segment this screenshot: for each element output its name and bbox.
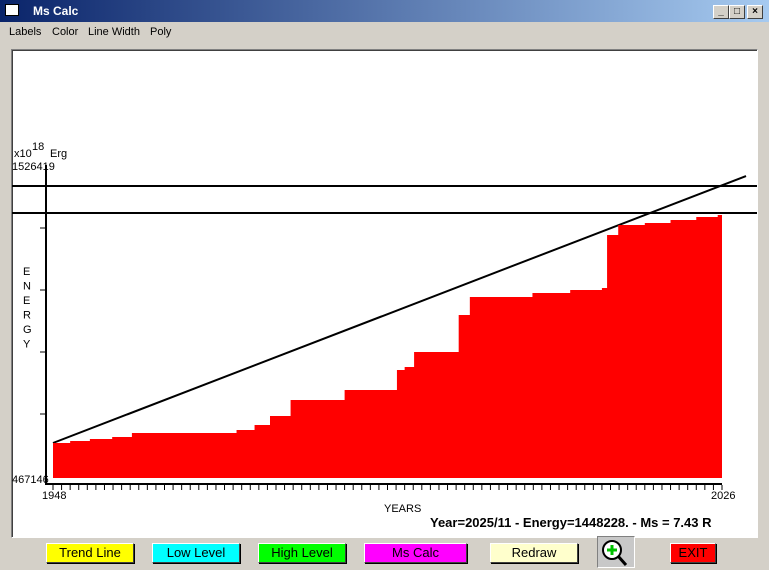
y-axis-label-letter: N [23, 281, 31, 293]
y-axis-label-letter: E [23, 295, 30, 307]
ms-calc-button[interactable]: Ms Calc [364, 543, 467, 563]
status-readout: Year=2025/11 - Energy=1448228. - Ms = 7.… [430, 515, 712, 530]
close-button[interactable]: × [747, 5, 763, 19]
zoom-button[interactable] [597, 536, 635, 568]
menu-color[interactable]: Color [52, 26, 79, 38]
menu-bar: Labels Color Line Width Poly [0, 22, 769, 42]
maximize-button[interactable]: □ [729, 5, 745, 19]
y-axis-label-letter: R [23, 310, 31, 322]
x-min-label: 1948 [42, 490, 66, 502]
y-min-label: 467146 [12, 474, 49, 486]
low-level-button[interactable]: Low Level [152, 543, 240, 563]
energy-area [53, 215, 722, 478]
trend-line [52, 175, 747, 444]
menu-poly[interactable]: Poly [150, 26, 172, 38]
y-unit-prefix: x10 [14, 148, 32, 160]
y-max-label: 1526419 [12, 161, 55, 173]
redraw-button[interactable]: Redraw [490, 543, 578, 563]
app-icon [5, 4, 19, 16]
magnifier-plus-icon [602, 540, 628, 566]
window-title: Ms Calc [33, 4, 79, 18]
y-unit-exponent: 18 [32, 141, 44, 153]
high-level-button[interactable]: High Level [258, 543, 346, 563]
x-axis-label: YEARS [384, 503, 421, 515]
y-unit: Erg [50, 148, 67, 160]
y-axis-label-letter: Y [23, 339, 31, 351]
menu-line-width[interactable]: Line Width [88, 26, 140, 38]
menu-labels[interactable]: Labels [9, 26, 42, 38]
minimize-button[interactable]: _ [713, 5, 729, 19]
exit-button[interactable]: EXIT [670, 543, 716, 563]
trend-line-button[interactable]: Trend Line [46, 543, 134, 563]
y-axis-label-letter: E [23, 266, 30, 278]
title-bar: Ms Calc _ □ × [0, 0, 769, 22]
y-axis-label-letter: G [23, 324, 32, 336]
x-max-label: 2026 [711, 490, 735, 502]
